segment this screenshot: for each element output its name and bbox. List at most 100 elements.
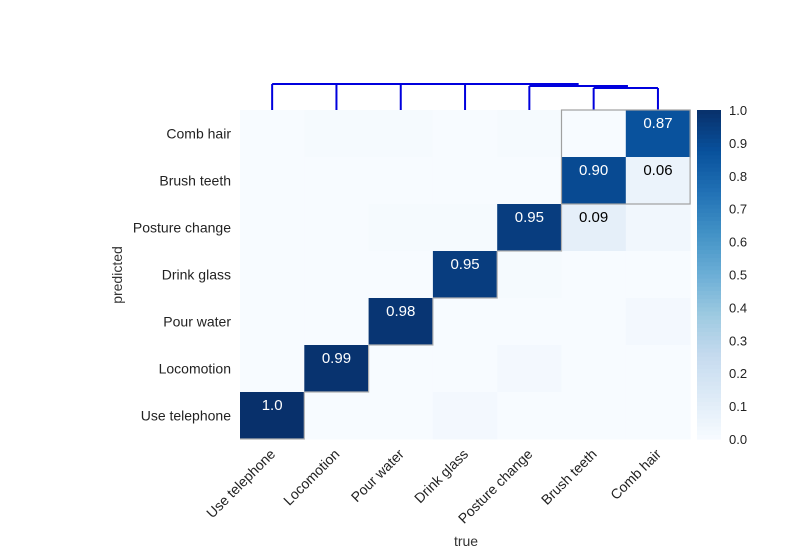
colorbar-tick-label: 0.8 [729, 169, 747, 184]
x-tick-label: Comb hair [607, 446, 664, 503]
colorbar-segment [697, 142, 721, 148]
heatmap-cell [432, 251, 498, 299]
colorbar-segment [697, 422, 721, 428]
heatmap-cell [304, 298, 370, 346]
heatmap-cell [368, 298, 434, 346]
cell-value-label: 0.99 [322, 350, 351, 367]
colorbar-segment [697, 192, 721, 197]
colorbar-segment [697, 410, 721, 415]
heatmap-cell [625, 298, 691, 346]
y-tick-label: Use telephone [141, 408, 232, 424]
colorbar-segment [697, 266, 721, 271]
cell-value-label: 0.98 [386, 303, 415, 320]
colorbar-segment [697, 151, 721, 156]
cell-value-label: 0.95 [450, 256, 479, 273]
colorbar-segment [697, 327, 721, 333]
heatmap-cell [497, 110, 562, 158]
colorbar-segment [697, 274, 721, 280]
colorbar-segment [697, 134, 721, 140]
y-tick-label: Drink glass [162, 267, 231, 283]
heatmap-cell [368, 157, 434, 205]
colorbar-tick-label: 0.7 [729, 202, 747, 217]
colorbar-segment [697, 155, 721, 160]
heatmap-cell [240, 110, 305, 158]
colorbar-segment [697, 315, 721, 321]
heatmap-cell [432, 392, 498, 440]
colorbar-segment [697, 237, 721, 243]
cluster-highlight-box [560, 109, 691, 205]
colorbar-segment [697, 212, 721, 218]
colorbar-segment [697, 163, 721, 169]
heatmap-cell [368, 204, 434, 252]
x-axis-label: true [454, 533, 478, 549]
colorbar-segment [697, 159, 721, 165]
dendrogram [271, 83, 659, 110]
colorbar-segment [697, 352, 721, 358]
heatmap-cell [497, 251, 562, 299]
colorbar-segment [697, 262, 721, 267]
colorbar-segment [697, 126, 721, 132]
heatmap-cell [304, 345, 370, 393]
heatmap-cell [497, 157, 562, 205]
colorbar-segment [697, 414, 721, 420]
colorbar-segment [697, 332, 721, 337]
heatmap-cell [432, 298, 498, 346]
colorbar-segment [697, 295, 721, 300]
colorbar-segment [697, 270, 721, 276]
y-tick-label: Comb hair [166, 126, 231, 142]
heatmap-cell [561, 251, 627, 299]
cell-value-label: 0.95 [515, 209, 544, 226]
colorbar-tick-label: 0.3 [729, 333, 747, 348]
colorbar-segment [697, 360, 721, 366]
heatmap-cell [561, 298, 627, 346]
colorbar-segment [697, 336, 721, 341]
colorbar-segment [697, 188, 721, 193]
colorbar-segment [697, 122, 721, 128]
x-tick-label: Pour water [348, 446, 407, 505]
heatmap-cell [368, 251, 434, 299]
colorbar-segment [697, 286, 721, 292]
heatmap-cell [561, 157, 627, 205]
colorbar-tick-label: 0.9 [729, 136, 747, 151]
cluster-highlight-box [368, 298, 434, 346]
heatmap-cell [304, 251, 370, 299]
colorbar-segment [697, 426, 721, 432]
heatmap-cell [497, 204, 562, 252]
colorbar-tick-label: 1.0 [729, 103, 747, 118]
highlight-boxes [240, 109, 691, 440]
heatmap-cell [432, 110, 498, 158]
heatmap-cell [304, 392, 370, 440]
colorbar-segment [697, 241, 721, 247]
colorbar-segment [697, 434, 721, 440]
x-tick-label: Drink glass [411, 446, 471, 506]
colorbar-segment [697, 118, 721, 123]
colorbar-segment [697, 356, 721, 362]
colorbar-segment [697, 344, 721, 350]
cell-value-label: 0.06 [643, 162, 672, 179]
y-tick-label: Brush teeth [159, 173, 231, 189]
colorbar-segment [697, 373, 721, 378]
colorbar-segment [697, 430, 721, 436]
colorbar-tick-label: 0.0 [729, 432, 747, 447]
colorbar-segment [697, 397, 721, 403]
colorbar-segment [697, 377, 721, 383]
colorbar-tick-label: 0.2 [729, 366, 747, 381]
colorbar-segment [697, 200, 721, 206]
colorbar-segment [697, 179, 721, 185]
colorbar-tick-label: 0.4 [729, 300, 747, 315]
colorbar: 0.0 0.1 0.2 0.3 0.4 0.5 0.6 0.7 0.8 0.9 1.0 [697, 103, 747, 447]
colorbar-segment [697, 389, 721, 395]
colorbar-segment [697, 348, 721, 354]
x-tick-labels: Use telephone Locomotion Pour water Drink g… [203, 446, 664, 527]
heatmap-cell [497, 345, 562, 393]
colorbar-tick-label: 0.6 [729, 235, 747, 250]
heatmap-cell [561, 110, 627, 158]
colorbar-segment [697, 167, 721, 173]
colorbar-segment [697, 381, 721, 387]
colorbar-tick-label: 0.1 [729, 399, 747, 414]
heatmap-cell [368, 110, 434, 158]
colorbar-segment [697, 233, 721, 239]
colorbar-segment [697, 258, 721, 263]
cluster-highlight-box [304, 345, 370, 393]
